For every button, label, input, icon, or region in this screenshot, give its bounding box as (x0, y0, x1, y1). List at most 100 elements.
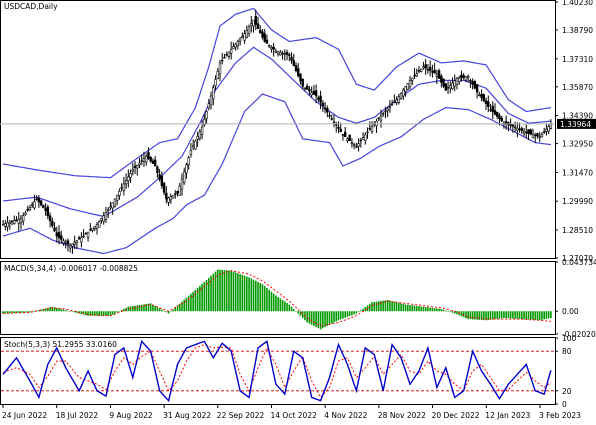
macd-bar (60, 308, 63, 312)
macd-bar (131, 306, 134, 312)
candle-body (169, 196, 173, 201)
candle-body (489, 109, 492, 111)
candle-body (55, 232, 58, 237)
candle-body (395, 99, 398, 103)
candle-body (259, 29, 262, 34)
candle-body (28, 207, 32, 211)
price-panel[interactable]: USDCAD,Daily 1.40230 1.38790 1.37310 1.3587… (0, 0, 596, 263)
macd-bar (362, 308, 364, 312)
candle-body (51, 220, 54, 227)
macd-bar (469, 311, 472, 320)
candle-body (390, 104, 394, 106)
candle-body (84, 233, 88, 235)
candle-body (473, 81, 477, 89)
macd-bar (178, 303, 181, 312)
macd-bar (194, 289, 197, 312)
candle-body (149, 157, 152, 162)
macd-bar (418, 306, 420, 312)
candle-body (160, 175, 164, 187)
macd-bar (353, 311, 355, 315)
macd-bar (254, 280, 257, 312)
candle-body (191, 145, 195, 148)
candle-body (48, 215, 52, 222)
macd-bar (237, 273, 239, 312)
macd-bar (80, 311, 83, 315)
candle-body (337, 126, 340, 129)
macd-bar (9, 311, 11, 314)
macd-bar (529, 311, 532, 320)
macd-bar (306, 311, 308, 323)
macd-bar (346, 311, 349, 317)
macd-panel[interactable]: MACD(5,34,4) -0.006017 -0.008825 0.04373… (0, 258, 596, 339)
candle-body (270, 47, 273, 50)
stoch-panel-border (0, 337, 556, 405)
macd-bar (480, 311, 483, 320)
macd-bar (409, 305, 411, 312)
candle-body (198, 131, 202, 139)
candle-body (433, 70, 436, 74)
candle-body (352, 144, 356, 146)
macd-bar (165, 311, 168, 313)
macd-bar (476, 311, 478, 320)
candle-body (111, 202, 114, 209)
macd-bar (89, 311, 92, 316)
candle-body (256, 23, 260, 29)
stoch-panel[interactable]: Stoch(5,3,3) 51.2955 33.0160 100 80 20 0 (0, 334, 577, 409)
candle-body (158, 174, 161, 180)
candle-body (415, 73, 418, 77)
macd-bar (239, 274, 241, 312)
price-tick-label: 1.27070 (562, 254, 593, 263)
macd-bar (230, 270, 232, 312)
candle-body (66, 240, 70, 245)
candle-body (178, 185, 181, 196)
candle-body (359, 139, 363, 142)
candle-body (185, 164, 188, 174)
macd-bar (429, 307, 431, 312)
macd-bar (351, 311, 353, 316)
candle-body (399, 93, 403, 99)
macd-bar (259, 283, 262, 312)
macd-bar (373, 301, 376, 312)
candle-body (377, 117, 380, 119)
candle-body (64, 242, 67, 244)
macd-bar (474, 311, 476, 320)
stoch-tick-label: 100 (562, 334, 577, 343)
candle-body (305, 85, 309, 90)
macd-bar (326, 311, 329, 326)
macd-bar (272, 293, 275, 312)
candle-body (147, 152, 150, 159)
macd-bar (317, 311, 320, 329)
chart-title: USDCAD,Daily (4, 2, 58, 11)
macd-bar (111, 311, 114, 315)
macd-bar (219, 269, 221, 312)
candle-body (428, 67, 432, 71)
macd-bar (420, 306, 423, 312)
candle-body (462, 75, 465, 78)
macd-bar (143, 304, 145, 312)
macd-bar (525, 311, 528, 320)
candle-body (355, 146, 358, 149)
candle-body (13, 220, 16, 224)
macd-bar (505, 311, 507, 319)
macd-bar (64, 310, 67, 312)
macd-bar (355, 311, 358, 314)
candle-body (221, 59, 224, 62)
macd-bar (246, 276, 248, 312)
macd-bar (509, 311, 512, 319)
stoch-tick-label: 20 (562, 387, 572, 396)
candle-body (460, 74, 463, 78)
macd-bar (71, 311, 74, 312)
macd-bar (275, 295, 277, 312)
stoch-tick-label: 80 (562, 347, 572, 356)
macd-bar (299, 311, 302, 316)
macd-bar (183, 299, 186, 312)
candle-body (446, 87, 450, 89)
candle-body (294, 65, 298, 71)
macd-bar (534, 311, 537, 320)
candle-body (86, 231, 90, 238)
candle-body (151, 160, 155, 164)
macd-bar (453, 311, 456, 314)
macd-bar (20, 311, 22, 313)
candle-body (174, 193, 177, 195)
